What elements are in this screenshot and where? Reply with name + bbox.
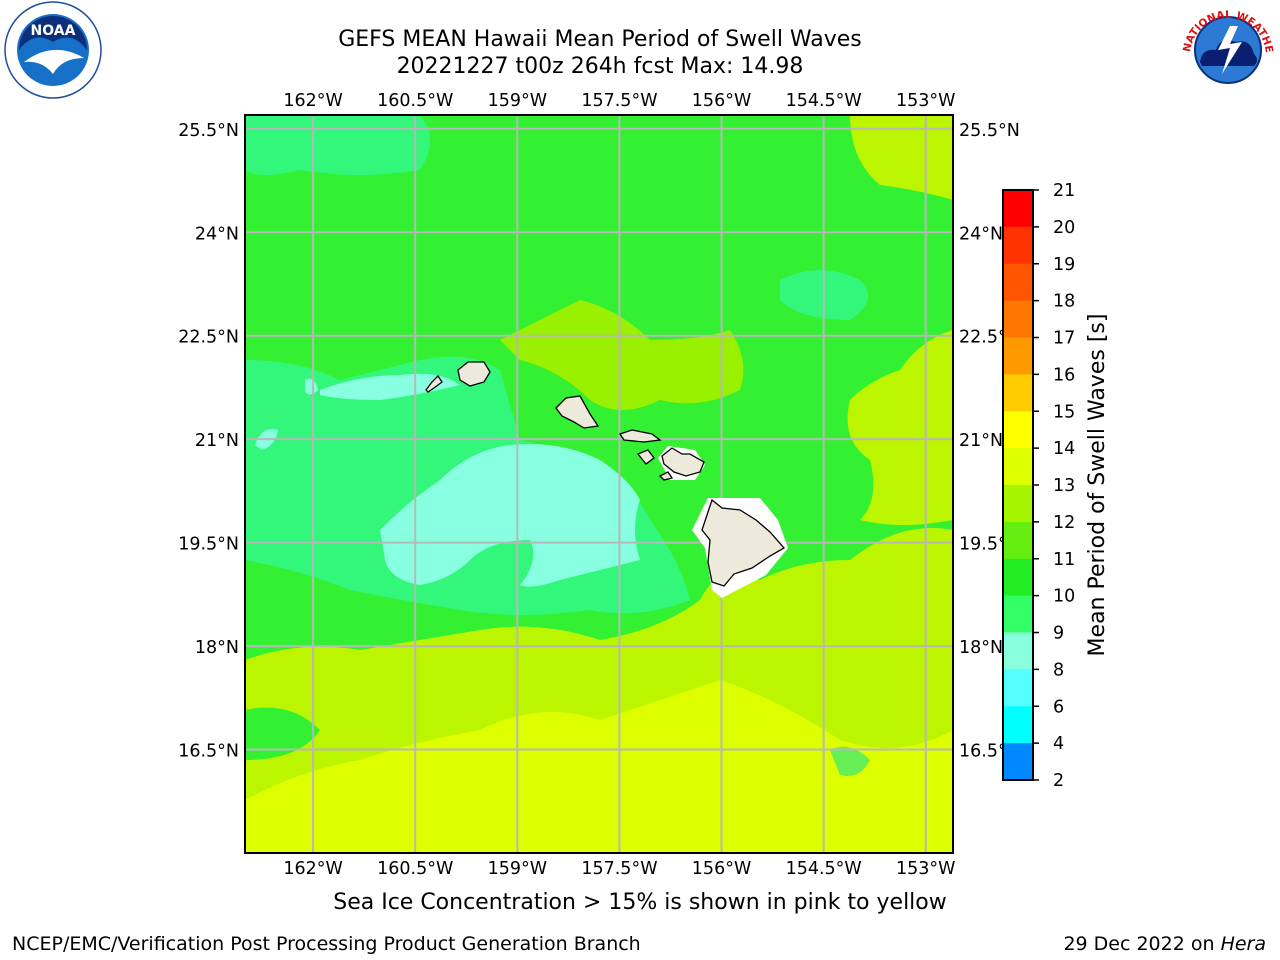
colorbar-swatch bbox=[1003, 485, 1033, 523]
colorbar-tick-label: 19 bbox=[1053, 255, 1075, 275]
colorbar-tick-label: 11 bbox=[1053, 550, 1075, 570]
colorbar-tick-label: 10 bbox=[1053, 587, 1075, 607]
colorbar-swatch bbox=[1003, 190, 1033, 228]
lon-label-top: 162°W bbox=[283, 91, 342, 111]
lat-label-left: 18°N bbox=[195, 638, 239, 658]
colorbar: 21 20 19 18 17 16 15 14 13 12 11 10 9 8 6 4 2 bbox=[1002, 181, 1075, 791]
noaa-logo-text: NOAA bbox=[31, 23, 76, 39]
colorbar-tick-label: 18 bbox=[1053, 292, 1075, 312]
lat-label-right: 25.5°N bbox=[959, 121, 1020, 141]
lon-label-bottom: 153°W bbox=[896, 859, 955, 879]
island-maui bbox=[661, 447, 705, 477]
nws-logo: NATIONAL WEATHER SERVICE bbox=[1178, 0, 1276, 98]
date-text: 29 Dec 2022 on bbox=[1063, 933, 1221, 955]
island-oahu bbox=[555, 395, 600, 429]
colorbar-tick-label: 6 bbox=[1053, 697, 1064, 717]
lon-label-top: 156°W bbox=[692, 91, 751, 111]
colorbar-tick-label: 14 bbox=[1053, 439, 1075, 459]
lat-label-left: 19.5°N bbox=[178, 535, 239, 555]
chart-title: GEFS MEAN Hawaii Mean Period of Swell Wa… bbox=[338, 27, 862, 52]
lon-label-top: 159°W bbox=[488, 91, 547, 111]
lat-label-left: 25.5°N bbox=[178, 121, 239, 141]
island-kauai bbox=[457, 361, 491, 387]
lon-label-top: 160.5°W bbox=[377, 91, 453, 111]
axis-labels: 162°W 162°W 160.5°W 160.5°W 159°W 159°W 157.5°… bbox=[178, 91, 1020, 879]
field-aqua-w-dot bbox=[305, 378, 318, 395]
colorbar-tick-label: 9 bbox=[1053, 624, 1064, 644]
field-yellow-south bbox=[245, 680, 953, 853]
colorbar-swatch bbox=[1003, 300, 1033, 338]
colorbar-tick-label: 4 bbox=[1053, 734, 1064, 754]
sea-ice-note: Sea Ice Concentration > 15% is shown in … bbox=[333, 890, 947, 915]
island-molokai bbox=[618, 429, 662, 443]
lon-label-bottom: 157.5°W bbox=[581, 859, 657, 879]
colorbar-swatch bbox=[1003, 263, 1033, 302]
colorbar-swatch bbox=[1003, 411, 1033, 449]
field-aqua-north bbox=[320, 373, 460, 400]
colorbar-swatch bbox=[1003, 226, 1033, 265]
field-spring-green-north bbox=[245, 115, 430, 175]
colorbar-tick-label: 12 bbox=[1053, 513, 1075, 533]
map-frame bbox=[244, 114, 954, 854]
lon-label-top: 153°W bbox=[896, 91, 955, 111]
field-yellow-green-ne bbox=[850, 115, 953, 200]
field-green-patch-sw bbox=[245, 707, 320, 760]
islands bbox=[425, 361, 788, 598]
graticule bbox=[245, 115, 953, 853]
lon-label-top: 157.5°W bbox=[581, 91, 657, 111]
colorbar-tick-label: 16 bbox=[1053, 365, 1075, 385]
map-panel bbox=[245, 115, 953, 853]
lat-label-left: 22.5°N bbox=[178, 328, 239, 348]
lon-label-bottom: 154.5°W bbox=[786, 859, 862, 879]
colorbar-tick-label: 17 bbox=[1053, 329, 1075, 349]
colorbar-swatch bbox=[1003, 632, 1033, 670]
lat-label-left: 21°N bbox=[195, 431, 239, 451]
colorbar-swatch bbox=[1003, 595, 1033, 633]
colorbar-tick-label: 20 bbox=[1053, 218, 1075, 238]
colorbar-swatch bbox=[1003, 669, 1033, 707]
island-kahoolawe bbox=[658, 471, 674, 481]
colorbar-swatch bbox=[1003, 448, 1033, 486]
lat-label-left: 24°N bbox=[195, 224, 239, 244]
lat-label-left: 16.5°N bbox=[178, 742, 239, 762]
field-aqua-west bbox=[380, 444, 640, 587]
lat-label-right: 18°N bbox=[959, 638, 1003, 658]
credit-line: NCEP/EMC/Verification Post Processing Pr… bbox=[12, 933, 641, 955]
lon-label-top: 154.5°W bbox=[786, 91, 862, 111]
colorbar-tick-label: 13 bbox=[1053, 476, 1075, 496]
lat-label-right: 24°N bbox=[959, 224, 1003, 244]
colorbar-tick-label: 2 bbox=[1053, 771, 1064, 791]
island-hawaii bbox=[701, 498, 786, 587]
field-yellow-green-center bbox=[500, 300, 744, 410]
colorbar-label: Mean Period of Swell Waves [s] bbox=[1085, 314, 1110, 657]
colorbar-tick-label: 8 bbox=[1053, 660, 1064, 680]
lon-label-bottom: 160.5°W bbox=[377, 859, 453, 879]
lon-label-bottom: 159°W bbox=[488, 859, 547, 879]
lat-label-right: 21°N bbox=[959, 431, 1003, 451]
colorbar-tick-label: 21 bbox=[1053, 181, 1075, 201]
lon-label-bottom: 162°W bbox=[283, 859, 342, 879]
colorbar-swatch bbox=[1003, 374, 1033, 412]
lon-label-bottom: 156°W bbox=[692, 859, 751, 879]
date-stamp: 29 Dec 2022 on Hera bbox=[1063, 933, 1266, 955]
machine-name: Hera bbox=[1220, 933, 1266, 955]
colorbar-swatch bbox=[1003, 558, 1033, 597]
colorbar-swatch bbox=[1003, 337, 1033, 375]
colorbar-swatch bbox=[1003, 706, 1033, 744]
colorbar-swatch bbox=[1003, 521, 1033, 560]
field-green-patch-se bbox=[830, 746, 870, 776]
island-niihau bbox=[425, 374, 443, 393]
colorbar-swatch bbox=[1003, 743, 1033, 781]
island-lanai bbox=[636, 449, 655, 465]
chart-subtitle: 20221227 t00z 264h fcst Max: 14.98 bbox=[396, 54, 804, 79]
noaa-logo: NOAA bbox=[4, 1, 102, 99]
colorbar-tick-label: 15 bbox=[1053, 402, 1075, 422]
